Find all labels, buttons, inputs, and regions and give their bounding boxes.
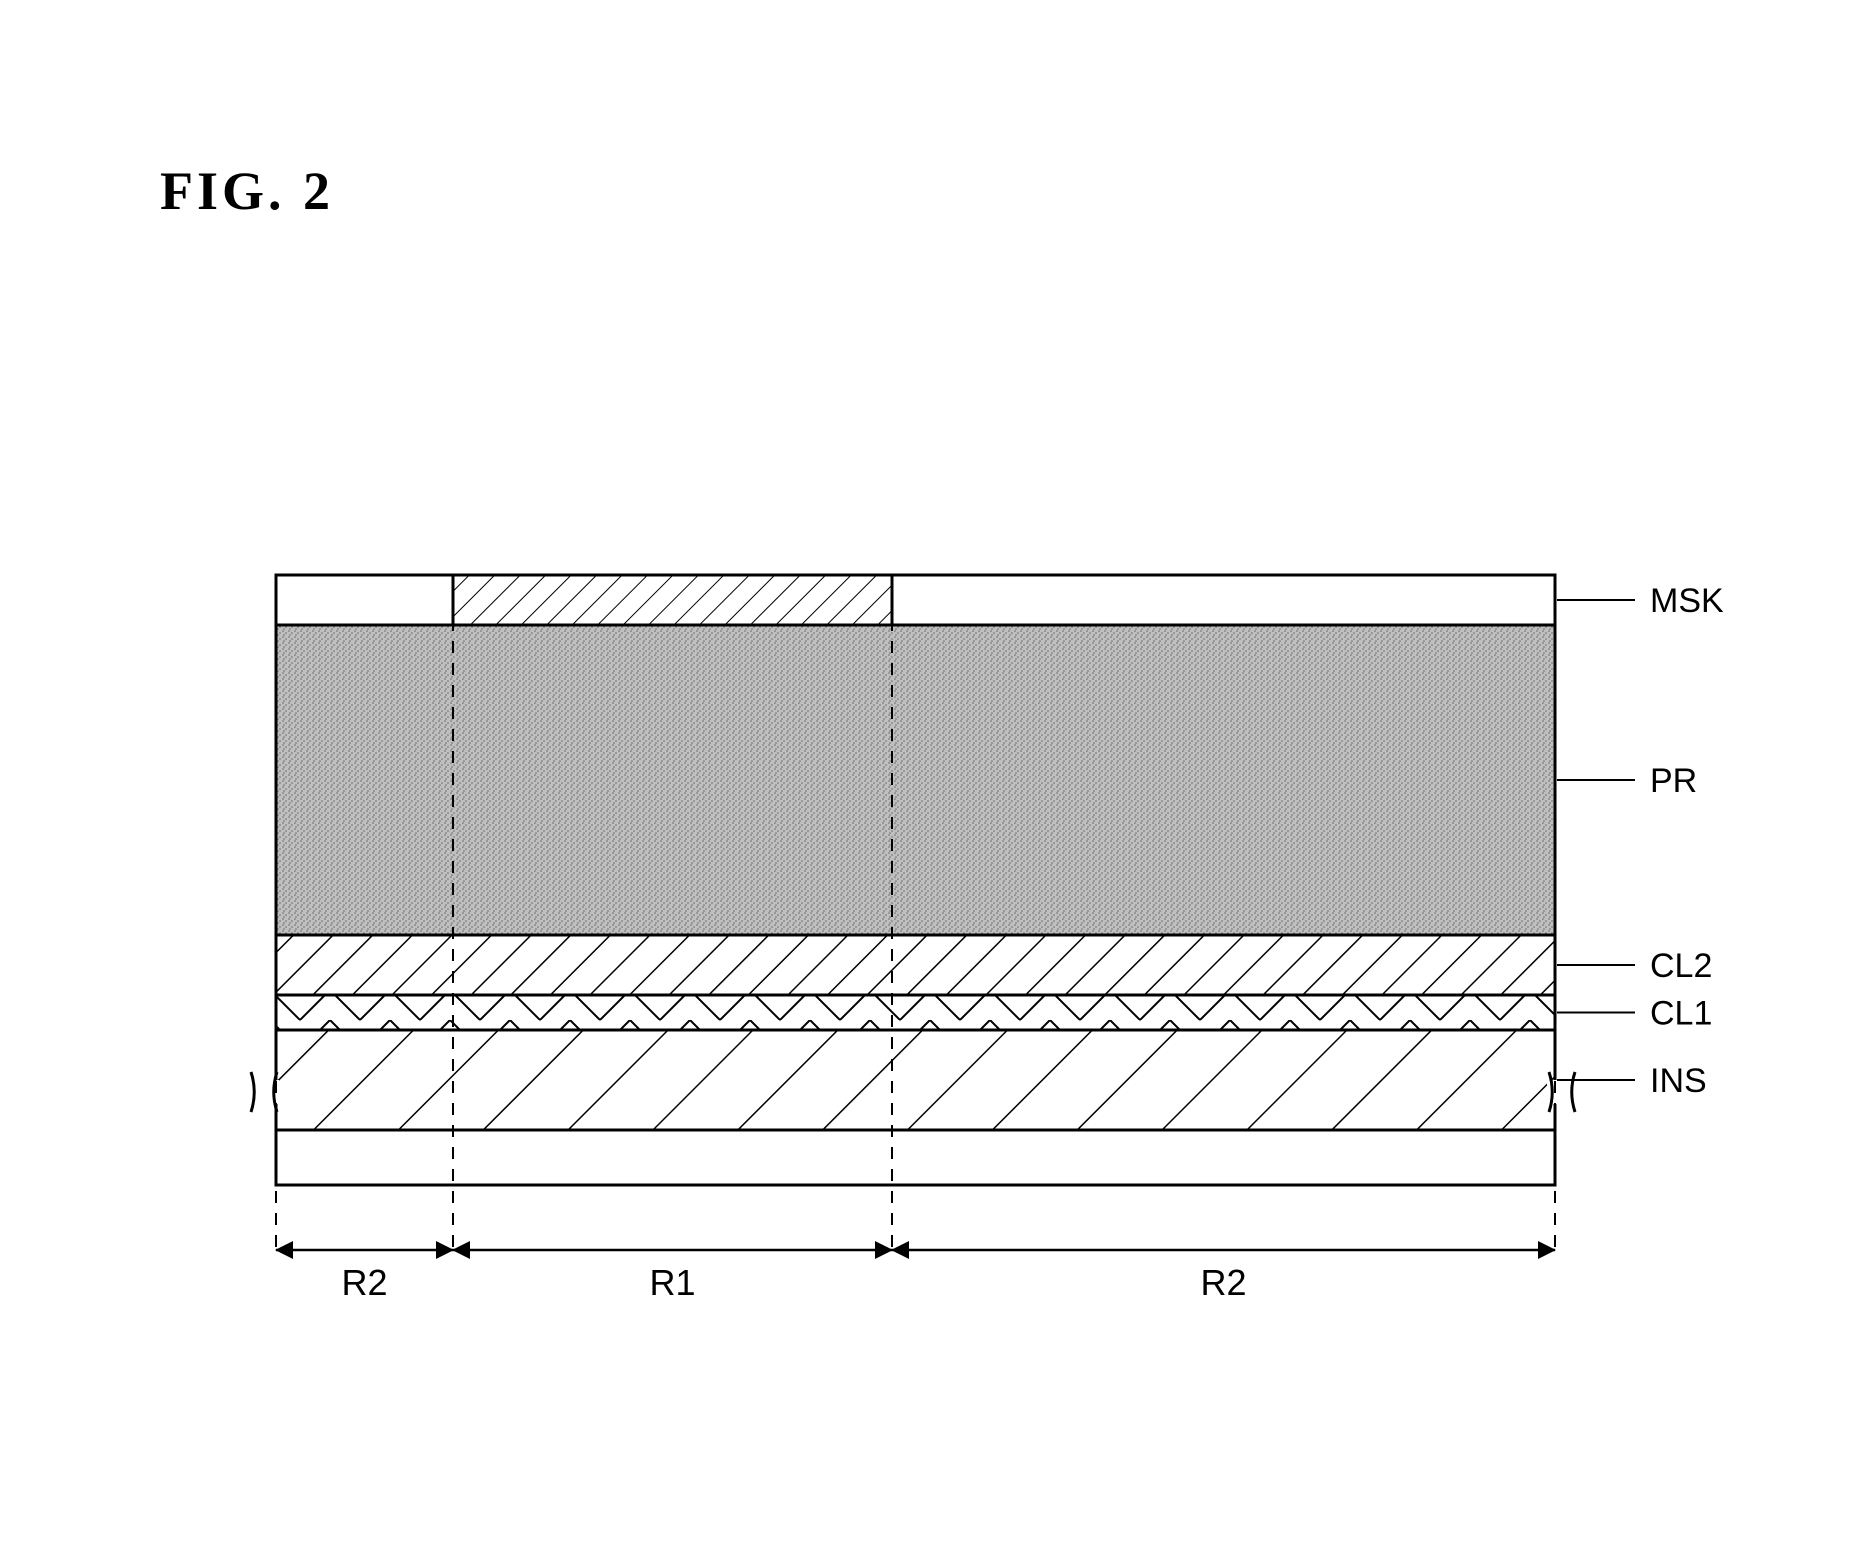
figure-page: FIG. 2 R2R1R2MSKPRCL2CL1INS	[0, 0, 1871, 1546]
layer-msk-opaque	[453, 575, 892, 625]
layer-substrate	[276, 1130, 1555, 1185]
label-pr: PR	[1650, 762, 1697, 800]
region-label: R2	[1200, 1262, 1246, 1303]
label-cl2: CL2	[1650, 947, 1712, 985]
region-label: R1	[649, 1262, 695, 1303]
label-cl1: CL1	[1650, 995, 1712, 1033]
region-label: R2	[341, 1262, 387, 1303]
diagram-svg: R2 R1 R2 MSK PR CL2 CL1 INS	[0, 0, 1871, 1546]
layer-ins	[276, 1030, 1555, 1130]
layer-cl2	[276, 935, 1555, 995]
layer-pr	[276, 625, 1555, 935]
label-msk: MSK	[1650, 582, 1724, 620]
label-ins: INS	[1650, 1062, 1707, 1100]
layer-cl1	[276, 995, 1555, 1030]
